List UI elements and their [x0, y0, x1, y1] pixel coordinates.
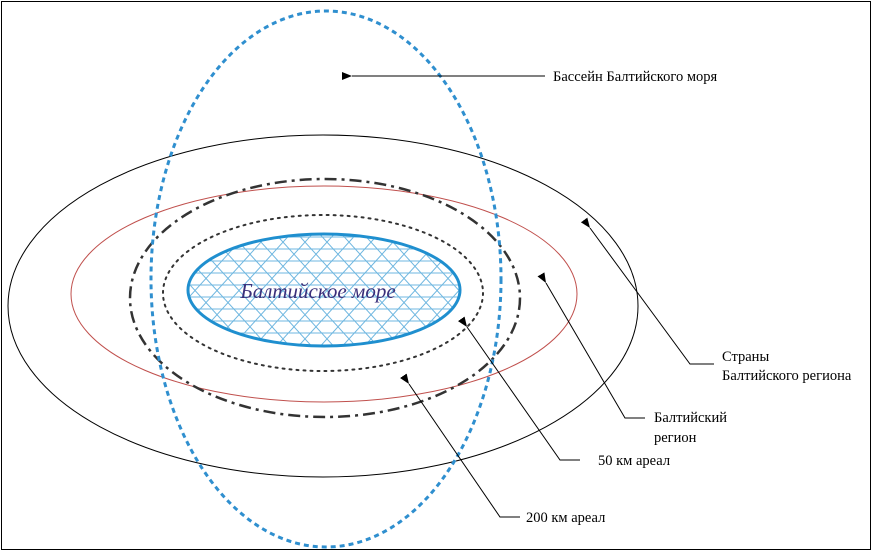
hatch-line — [118, 230, 227, 350]
countries-label-line2: Балтийского региона — [722, 368, 852, 384]
hatch-line — [0, 230, 95, 350]
hatch-line — [471, 230, 580, 350]
region-leader — [546, 283, 645, 418]
hatch-line — [602, 230, 711, 350]
countries-label-line1: Страны — [722, 349, 769, 365]
hatch-line — [31, 230, 140, 350]
countries-leader — [590, 228, 714, 364]
hatch-line — [0, 230, 52, 350]
hatch-line — [0, 230, 73, 350]
hatch-line — [690, 230, 799, 350]
hatch-line — [383, 230, 492, 350]
hatch-line — [53, 230, 162, 350]
hatch-line — [493, 230, 602, 350]
hatch-line — [515, 230, 624, 350]
hatch-line — [712, 230, 821, 350]
zone200-label: 200 км ареал — [526, 510, 605, 526]
hatch-line — [559, 230, 668, 350]
hatch-line — [74, 230, 183, 350]
hatch-line — [470, 230, 579, 350]
hatch-line — [646, 230, 755, 350]
region-label-line2: регион — [654, 430, 697, 446]
region-label-line1: Балтийский — [654, 410, 727, 426]
zone50-leader — [467, 327, 580, 460]
zone50-label: 50 км ареал — [598, 453, 670, 469]
hatch-line — [52, 230, 161, 350]
hatch-line — [492, 230, 601, 350]
hatch-line — [448, 230, 557, 350]
hatch-line — [624, 230, 733, 350]
hatch-line — [0, 230, 29, 350]
hatch-line — [97, 230, 206, 350]
hatch-line — [514, 230, 623, 350]
hatch-line — [382, 230, 491, 350]
hatch-line — [30, 230, 139, 350]
hatch-line — [9, 230, 118, 350]
hatch-line — [0, 230, 96, 350]
hatch-line — [449, 230, 558, 350]
hatch-line — [8, 230, 117, 350]
hatch-line — [668, 230, 777, 350]
hatch-line — [119, 230, 228, 350]
sea-label: Балтийское море — [239, 279, 395, 303]
basin-label: Бассейн Балтийского моря — [553, 69, 718, 85]
zone200-leader — [409, 384, 520, 517]
hatch-line — [0, 230, 51, 350]
hatch-line — [0, 230, 30, 350]
